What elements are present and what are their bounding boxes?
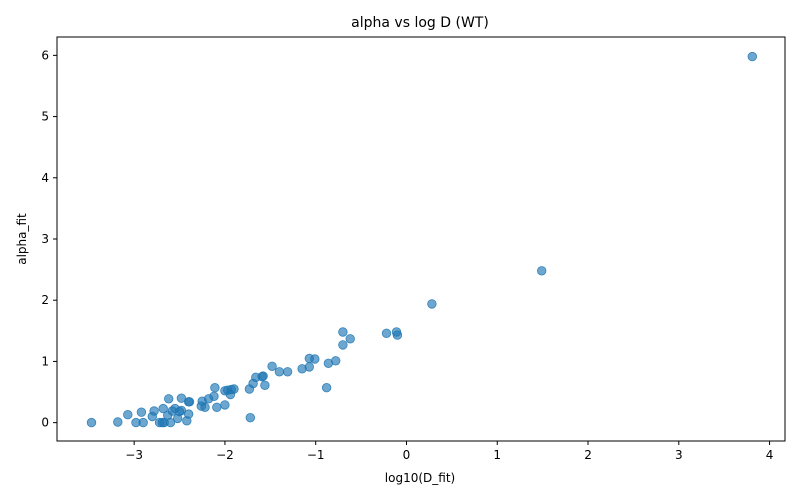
data-point-51 xyxy=(310,354,320,364)
data-point-13 xyxy=(163,394,174,404)
y-tick-label: 5 xyxy=(41,110,49,124)
axis-ticks: −3 −2 −1 0 1 2 3 4 0 1 2 3 4 5 6 xyxy=(41,48,773,462)
data-point-60 xyxy=(392,330,403,340)
data-point-54 xyxy=(331,356,341,366)
data-point-14 xyxy=(165,417,176,428)
data-point-58 xyxy=(381,328,392,339)
data-point-43 xyxy=(258,371,268,381)
y-tick-label: 1 xyxy=(41,354,49,368)
data-point-45 xyxy=(267,361,277,372)
data-point-20 xyxy=(176,405,187,416)
data-point-2 xyxy=(123,410,133,420)
data-point-37 xyxy=(229,384,239,394)
data-point-50 xyxy=(304,362,315,372)
data-point-63 xyxy=(747,51,758,62)
plot-area-frame xyxy=(56,36,786,442)
data-point-57 xyxy=(345,334,355,344)
data-point-0 xyxy=(86,417,97,428)
data-point-52 xyxy=(321,383,332,393)
data-point-56 xyxy=(338,340,348,350)
y-axis-label: alpha_fit xyxy=(15,213,29,265)
y-tick-label: 3 xyxy=(41,232,49,246)
data-point-7 xyxy=(149,406,159,416)
data-point-27 xyxy=(200,402,210,413)
data-point-44 xyxy=(260,380,270,391)
data-point-22 xyxy=(183,409,194,419)
y-tick-label: 6 xyxy=(41,48,49,62)
x-tick-label: 4 xyxy=(766,448,774,462)
data-point-4 xyxy=(136,407,147,417)
x-tick-label: 1 xyxy=(493,448,501,462)
data-point-1 xyxy=(113,417,123,427)
x-tick-label: 3 xyxy=(675,448,683,462)
y-tick-label: 2 xyxy=(41,293,49,307)
x-tick-label: 0 xyxy=(403,448,411,462)
y-tick-label: 4 xyxy=(41,171,49,185)
x-tick-label: −1 xyxy=(307,448,325,462)
data-point-29 xyxy=(209,391,219,402)
data-points xyxy=(86,51,758,428)
data-point-62 xyxy=(537,266,547,276)
data-point-61 xyxy=(427,299,437,309)
data-point-24 xyxy=(184,397,195,407)
data-point-5 xyxy=(138,417,148,428)
data-point-47 xyxy=(282,367,293,377)
data-point-39 xyxy=(245,413,256,423)
x-axis-label: log10(D_fit) xyxy=(385,471,455,485)
x-tick-label: −2 xyxy=(216,448,234,462)
x-tick-label: 2 xyxy=(584,448,592,462)
data-point-55 xyxy=(338,327,348,337)
data-point-32 xyxy=(220,400,230,410)
data-point-11 xyxy=(158,403,168,414)
data-point-31 xyxy=(212,402,222,413)
y-tick-label: 0 xyxy=(41,416,49,430)
data-point-30 xyxy=(210,383,220,393)
data-point-46 xyxy=(274,367,285,377)
x-tick-label: −3 xyxy=(125,448,143,462)
chart-title: alpha vs log D (WT) xyxy=(351,15,489,31)
